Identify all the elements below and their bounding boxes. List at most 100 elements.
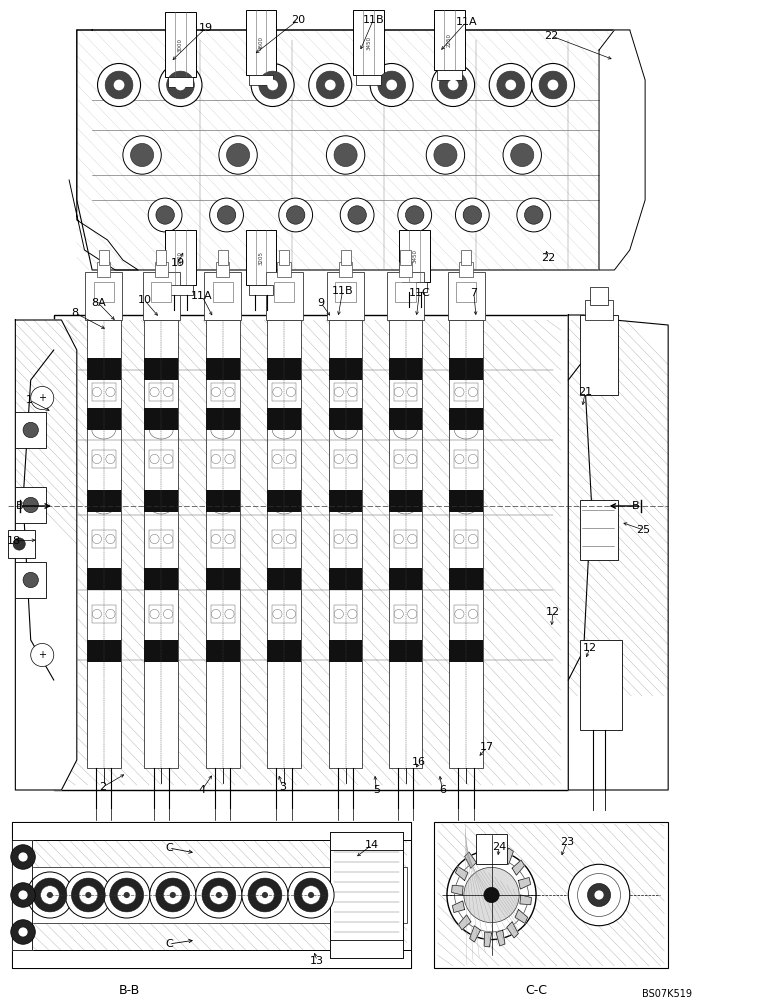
Circle shape xyxy=(23,572,38,588)
Polygon shape xyxy=(470,926,480,942)
Circle shape xyxy=(273,609,282,619)
Ellipse shape xyxy=(150,571,173,589)
Text: 18: 18 xyxy=(7,536,21,546)
Bar xyxy=(85,272,122,320)
Circle shape xyxy=(18,890,28,900)
Ellipse shape xyxy=(455,421,478,439)
Bar xyxy=(92,450,115,468)
Bar xyxy=(449,358,483,380)
Circle shape xyxy=(568,864,630,926)
Circle shape xyxy=(511,143,534,167)
Bar xyxy=(249,75,273,85)
Bar xyxy=(330,832,403,850)
Bar xyxy=(334,605,357,623)
Polygon shape xyxy=(452,901,465,912)
Bar xyxy=(356,75,381,85)
Bar xyxy=(168,77,193,87)
Bar xyxy=(206,358,240,380)
Circle shape xyxy=(525,206,543,224)
Circle shape xyxy=(92,609,101,619)
Circle shape xyxy=(23,422,38,438)
Bar xyxy=(389,640,422,662)
Circle shape xyxy=(31,643,54,667)
Text: 11A: 11A xyxy=(191,291,213,301)
Bar xyxy=(246,230,276,285)
Bar xyxy=(327,272,364,320)
Circle shape xyxy=(11,845,35,869)
Ellipse shape xyxy=(150,496,173,514)
Polygon shape xyxy=(599,30,645,270)
Circle shape xyxy=(159,63,202,107)
Polygon shape xyxy=(484,932,492,947)
Ellipse shape xyxy=(394,571,417,589)
Circle shape xyxy=(286,206,305,224)
Circle shape xyxy=(148,198,182,232)
Circle shape xyxy=(340,198,374,232)
Circle shape xyxy=(426,136,465,174)
Text: 3205: 3205 xyxy=(259,251,263,265)
Circle shape xyxy=(468,387,478,397)
Circle shape xyxy=(408,387,417,397)
Bar xyxy=(267,490,301,512)
Circle shape xyxy=(302,886,320,904)
Circle shape xyxy=(92,454,101,464)
Bar xyxy=(580,315,618,395)
Circle shape xyxy=(242,872,288,918)
Circle shape xyxy=(279,198,313,232)
Circle shape xyxy=(548,80,558,90)
Bar xyxy=(150,383,173,401)
Bar xyxy=(329,490,362,512)
Polygon shape xyxy=(496,930,505,946)
Bar xyxy=(274,282,294,302)
Circle shape xyxy=(394,387,403,397)
Ellipse shape xyxy=(455,496,478,514)
Ellipse shape xyxy=(394,421,417,439)
Circle shape xyxy=(348,534,357,544)
Text: 3450: 3450 xyxy=(366,35,371,49)
Bar xyxy=(87,408,121,430)
Circle shape xyxy=(334,387,343,397)
Circle shape xyxy=(106,387,115,397)
Text: +: + xyxy=(38,650,46,660)
Bar xyxy=(334,530,357,548)
Circle shape xyxy=(455,858,528,932)
Circle shape xyxy=(11,920,35,944)
Bar xyxy=(211,450,234,468)
Bar xyxy=(206,320,240,768)
Bar xyxy=(455,450,478,468)
Bar xyxy=(267,320,301,768)
Circle shape xyxy=(334,534,343,544)
Text: 22: 22 xyxy=(545,31,558,41)
Bar xyxy=(394,383,417,401)
Bar xyxy=(476,834,507,864)
Text: 7: 7 xyxy=(470,288,478,298)
Circle shape xyxy=(408,534,417,544)
Circle shape xyxy=(196,872,242,918)
Bar xyxy=(144,320,178,768)
Circle shape xyxy=(256,886,274,904)
Circle shape xyxy=(123,136,161,174)
Text: 10: 10 xyxy=(137,295,151,305)
Bar xyxy=(266,272,303,320)
Circle shape xyxy=(394,534,403,544)
Circle shape xyxy=(334,454,343,464)
Polygon shape xyxy=(512,860,525,875)
Ellipse shape xyxy=(455,571,478,589)
Circle shape xyxy=(175,80,186,90)
Circle shape xyxy=(406,206,424,224)
Bar xyxy=(15,562,46,598)
Bar xyxy=(434,10,465,70)
Text: 19: 19 xyxy=(199,23,213,33)
Bar xyxy=(92,530,115,548)
Circle shape xyxy=(211,387,220,397)
Polygon shape xyxy=(452,885,463,895)
Polygon shape xyxy=(568,315,668,790)
Circle shape xyxy=(286,534,296,544)
Bar xyxy=(144,408,178,430)
Circle shape xyxy=(273,387,282,397)
Circle shape xyxy=(308,892,314,898)
Bar xyxy=(394,605,417,623)
Bar xyxy=(329,568,362,590)
Bar xyxy=(206,568,240,590)
Bar xyxy=(353,10,384,75)
